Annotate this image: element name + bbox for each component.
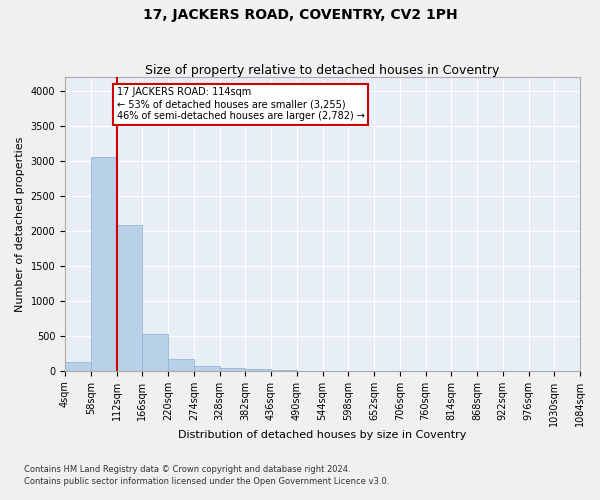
Bar	[65, 362, 91, 371]
Text: Contains public sector information licensed under the Open Government Licence v3: Contains public sector information licen…	[24, 477, 389, 486]
Bar	[220, 368, 245, 371]
Bar	[91, 158, 116, 371]
Bar	[116, 226, 142, 371]
Bar	[271, 370, 297, 371]
Bar	[168, 358, 194, 371]
Bar	[194, 366, 220, 371]
Text: 17, JACKERS ROAD, COVENTRY, CV2 1PH: 17, JACKERS ROAD, COVENTRY, CV2 1PH	[143, 8, 457, 22]
Text: 17 JACKERS ROAD: 114sqm
← 53% of detached houses are smaller (3,255)
46% of semi: 17 JACKERS ROAD: 114sqm ← 53% of detache…	[116, 88, 365, 120]
Bar	[142, 334, 168, 371]
Y-axis label: Number of detached properties: Number of detached properties	[15, 136, 25, 312]
Bar	[245, 369, 271, 371]
X-axis label: Distribution of detached houses by size in Coventry: Distribution of detached houses by size …	[178, 430, 467, 440]
Text: Contains HM Land Registry data © Crown copyright and database right 2024.: Contains HM Land Registry data © Crown c…	[24, 466, 350, 474]
Title: Size of property relative to detached houses in Coventry: Size of property relative to detached ho…	[145, 64, 500, 77]
